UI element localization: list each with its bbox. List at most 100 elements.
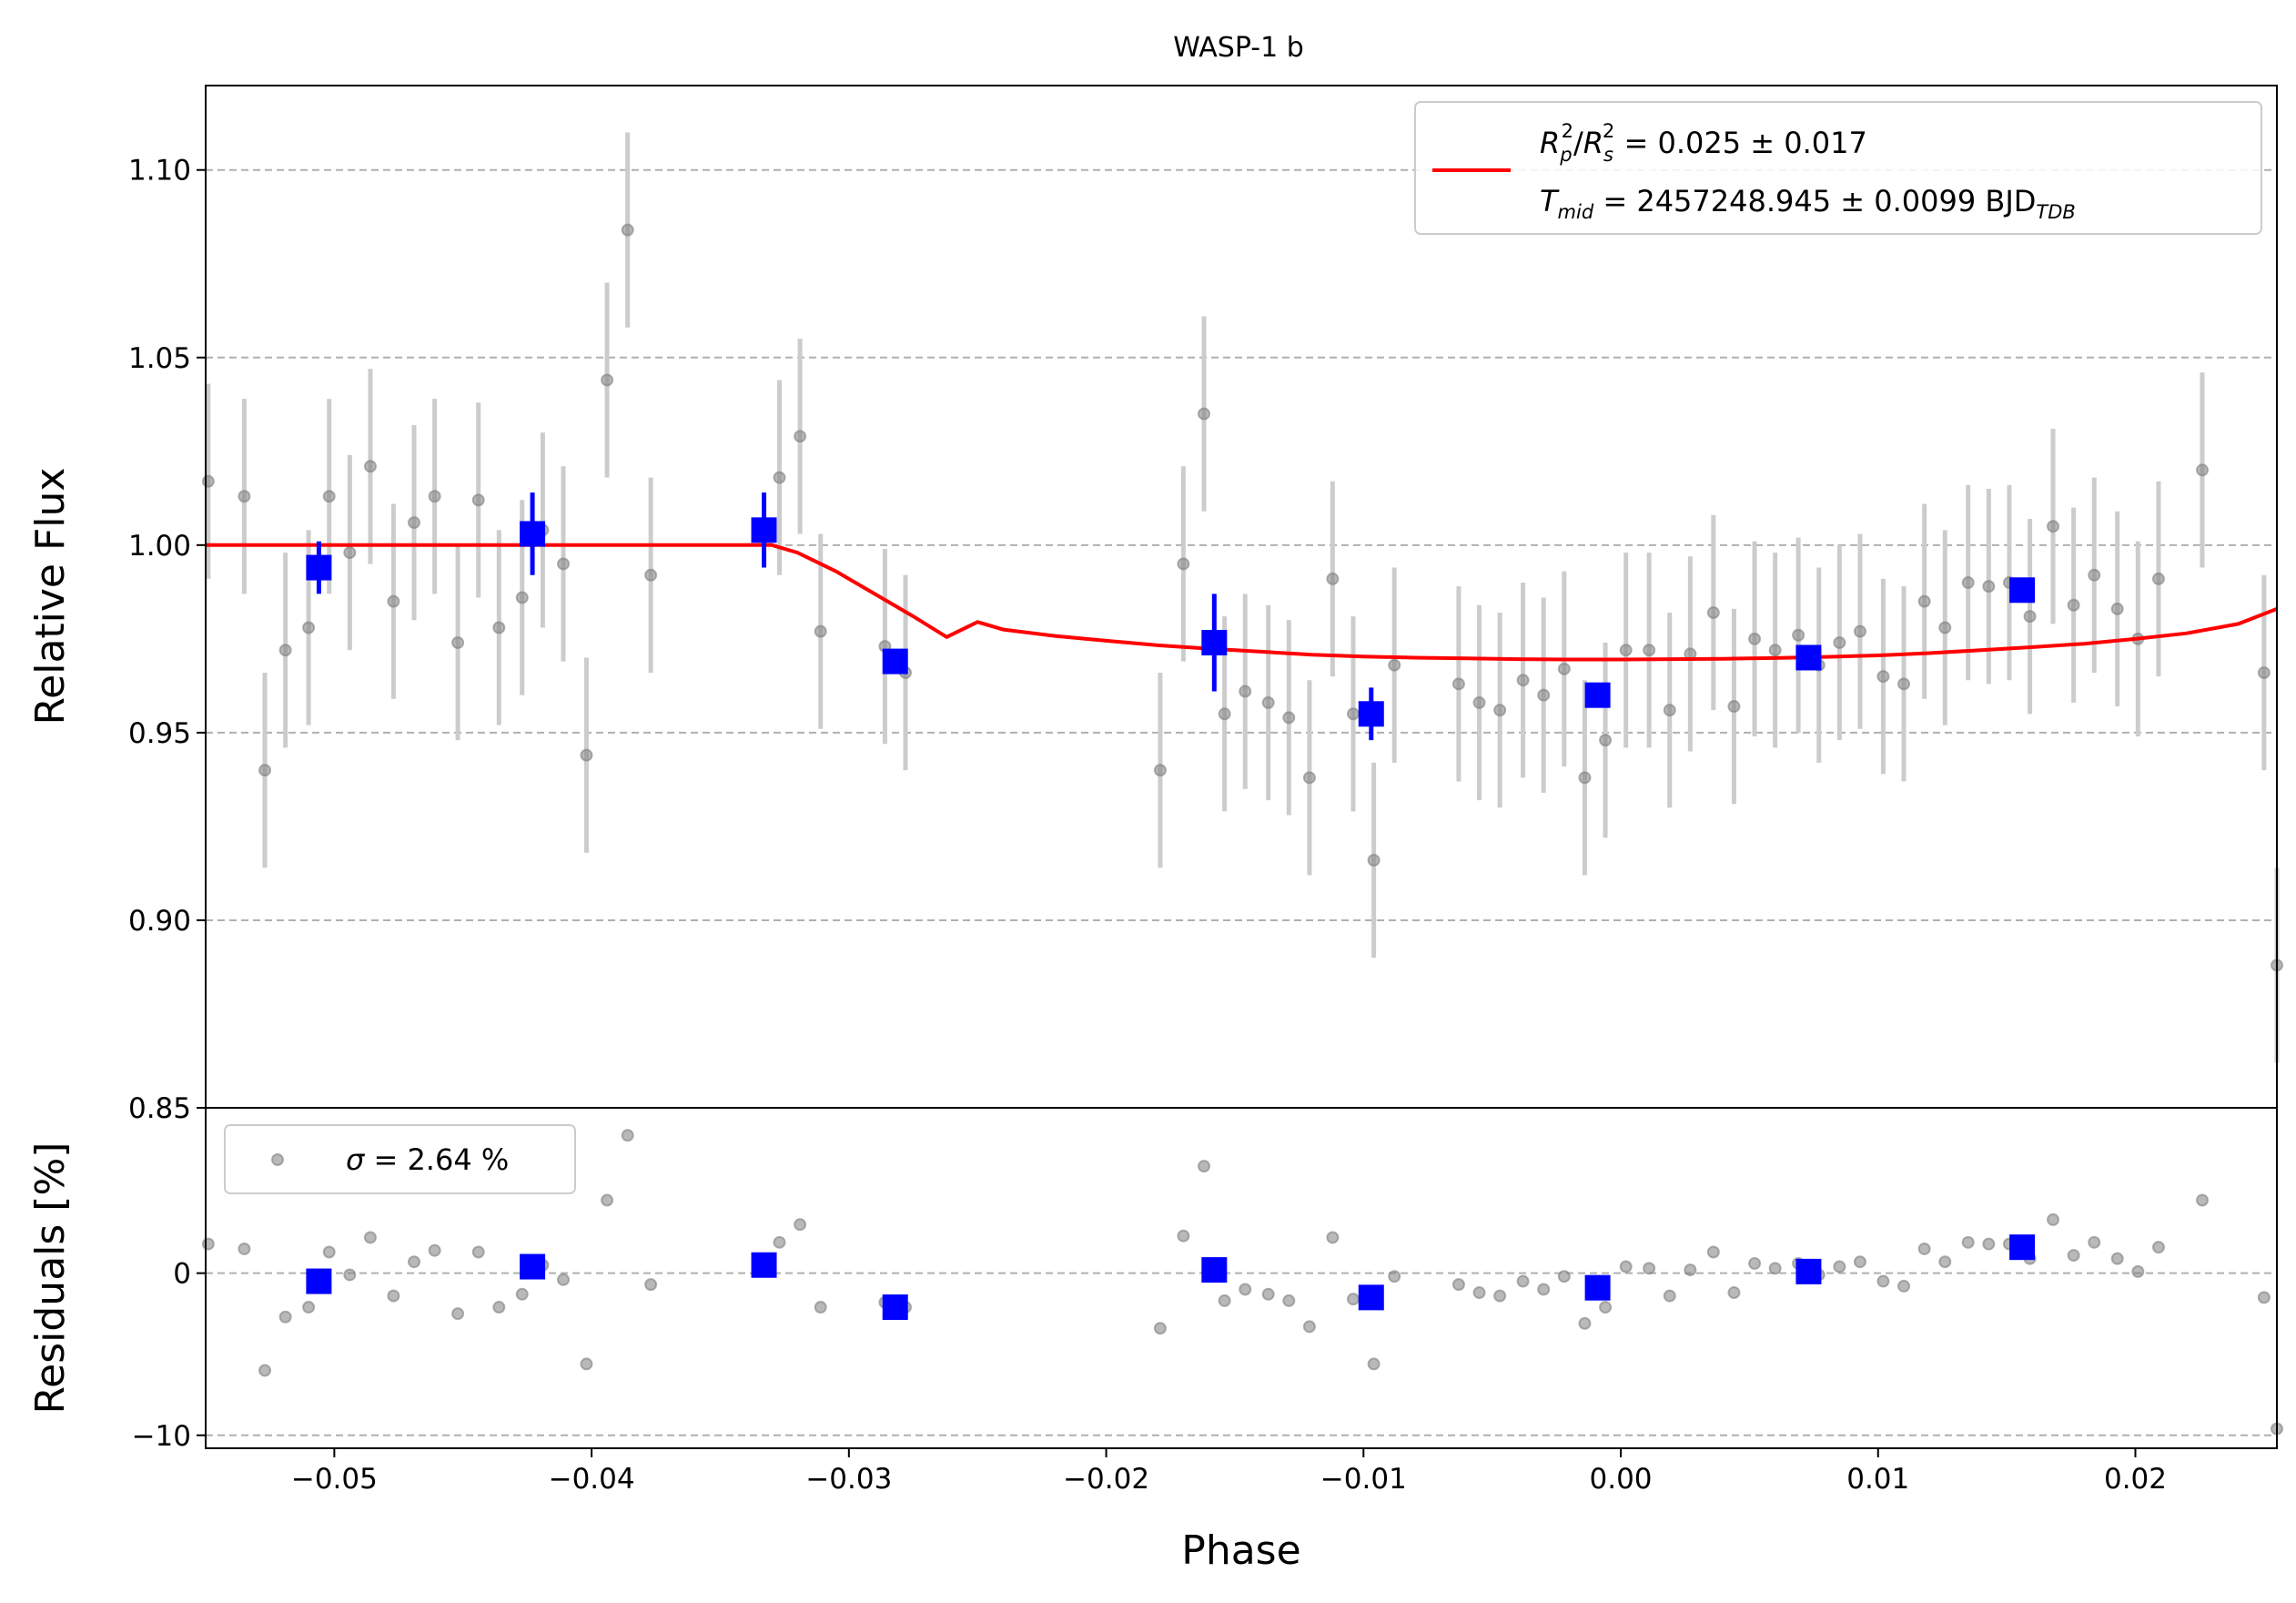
residuals-raw-point <box>1302 1320 1316 1334</box>
residuals-binned-point <box>751 1252 777 1278</box>
residuals-raw-point <box>1557 1270 1571 1283</box>
residuals-raw-point <box>278 1310 292 1324</box>
flux-raw-point <box>1619 644 1633 657</box>
flux-raw-points <box>201 132 2283 1063</box>
flux-raw-point <box>201 474 215 488</box>
flux-raw-point <box>2196 463 2210 477</box>
residuals-raw-point <box>2196 1193 2210 1207</box>
legend-residual-marker <box>271 1153 284 1166</box>
residuals-binned-points <box>306 1234 2036 1321</box>
flux-binned-point <box>306 554 332 581</box>
flux-tick-label: 1.05 <box>128 342 191 375</box>
flux-raw-point <box>1177 557 1190 571</box>
residuals-raw-point <box>773 1235 786 1249</box>
x-tick-label: 0.02 <box>2104 1463 2167 1496</box>
flux-raw-point <box>773 471 786 484</box>
flux-raw-point <box>322 490 336 503</box>
residuals-raw-point <box>1153 1322 1167 1335</box>
residuals-raw-point <box>1897 1279 1911 1293</box>
residuals-raw-point <box>1663 1289 1676 1303</box>
flux-binned-point <box>520 521 546 547</box>
residuals-binned-point <box>882 1294 908 1321</box>
flux-raw-point <box>621 223 634 237</box>
flux-raw-point <box>451 635 465 649</box>
flux-raw-point <box>1198 407 1211 421</box>
residuals-panel: 0 −10 −0.05 −0.04 −0.03 −0.02 −0.01 0.00 0.01 0.… <box>27 1107 2283 1574</box>
residuals-y-axis-label: Residuals [%] <box>27 1142 74 1415</box>
flux-binned-point <box>1358 701 1384 727</box>
residuals-raw-point <box>471 1245 485 1259</box>
flux-raw-point <box>2110 602 2124 615</box>
flux-raw-point <box>2088 568 2101 582</box>
flux-raw-point <box>2257 665 2271 679</box>
residuals-raw-point <box>644 1278 658 1292</box>
residuals-raw-point <box>1537 1283 1551 1296</box>
legend-sigma: σ = 2.64 % <box>346 1142 509 1177</box>
flux-raw-point <box>363 460 377 473</box>
residuals-raw-point <box>556 1273 570 1286</box>
flux-raw-point <box>1516 674 1530 687</box>
residuals-raw-point <box>1472 1286 1486 1300</box>
flux-raw-point <box>1876 670 1890 684</box>
residuals-binned-point <box>1201 1257 1228 1283</box>
flux-raw-point <box>343 546 357 560</box>
residuals-legend-box <box>224 1124 576 1194</box>
flux-raw-point <box>2047 520 2060 533</box>
flux-raw-point <box>492 621 506 634</box>
residuals-raw-point <box>343 1268 357 1282</box>
residuals-raw-point <box>1961 1235 1975 1249</box>
residuals-binned-point <box>520 1253 546 1280</box>
flux-raw-point <box>278 644 292 657</box>
flux-raw-point <box>2023 610 2037 624</box>
flux-raw-point <box>1326 572 1340 585</box>
residuals-raw-point <box>1388 1270 1401 1283</box>
flux-binned-point <box>1201 629 1228 655</box>
flux-raw-point <box>1346 707 1360 721</box>
residuals-raw-point <box>1493 1289 1507 1303</box>
flux-raw-point <box>515 591 529 604</box>
residuals-raw-point <box>515 1287 529 1301</box>
residuals-raw-point <box>258 1364 272 1377</box>
flux-raw-point <box>1218 707 1231 721</box>
residuals-raw-point <box>580 1357 593 1371</box>
residuals-raw-point <box>1218 1294 1231 1307</box>
flux-raw-point <box>1537 688 1551 702</box>
flux-binned-point <box>1795 644 1822 671</box>
flux-raw-point <box>1961 576 1975 590</box>
residuals-binned-point <box>306 1268 332 1294</box>
flux-raw-point <box>1938 621 1952 634</box>
residuals-raw-point <box>2131 1264 2145 1278</box>
residuals-raw-point <box>2110 1252 2124 1265</box>
residuals-raw-point <box>1261 1287 1275 1301</box>
flux-raw-point <box>1663 704 1676 717</box>
flux-tick-label: 0.90 <box>128 905 191 938</box>
flux-raw-point <box>556 557 570 571</box>
flux-raw-point <box>238 490 251 503</box>
flux-binned-points <box>306 492 2036 741</box>
residuals-raw-point <box>621 1129 634 1142</box>
flux-raw-point <box>1557 662 1571 675</box>
flux-raw-point <box>1388 658 1401 672</box>
flux-raw-point <box>2151 572 2165 585</box>
residuals-raw-point <box>1198 1160 1211 1173</box>
residuals-raw-point <box>1599 1301 1613 1314</box>
flux-raw-point <box>387 594 400 608</box>
flux-legend-box <box>1414 101 2262 235</box>
flux-raw-point <box>1853 624 1866 638</box>
legend-radius-ratio: Rp2/Rs2 = 0.025 ± 0.017 <box>1540 120 1867 166</box>
residuals-raw-point <box>1982 1237 1996 1251</box>
residuals-raw-point <box>1684 1263 1697 1277</box>
flux-raw-point <box>1239 685 1252 698</box>
flux-tick-label: 0.85 <box>128 1092 191 1125</box>
x-tick-label: −0.01 <box>1320 1463 1407 1496</box>
residuals-raw-points <box>201 1129 2283 1436</box>
flux-raw-point <box>1643 644 1656 657</box>
flux-raw-point <box>258 764 272 777</box>
flux-raw-point <box>1706 606 1720 620</box>
flux-raw-point <box>794 430 807 443</box>
residuals-raw-point <box>322 1245 336 1259</box>
residuals-raw-point <box>1367 1357 1381 1371</box>
flux-raw-point <box>1472 695 1486 709</box>
flux-tick-label: 0.95 <box>128 717 191 750</box>
